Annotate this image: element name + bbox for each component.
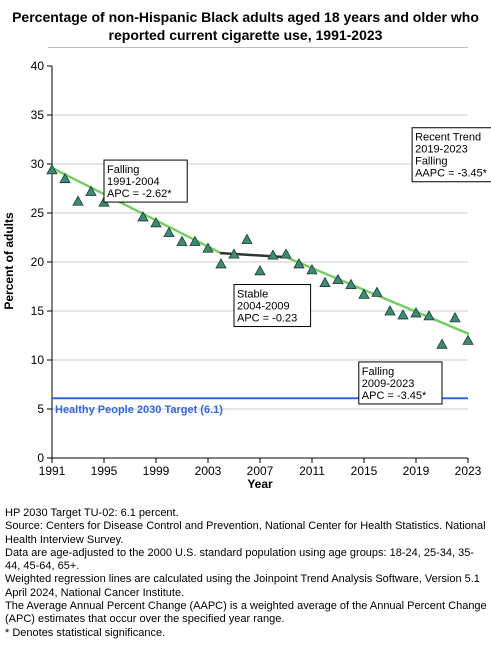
x-tick-label: 2007: [247, 464, 274, 478]
data-point: [436, 338, 448, 349]
x-axis-label: Year: [247, 477, 273, 491]
data-point: [345, 278, 357, 289]
footnote-target: HP 2030 Target TU-02: 6.1 percent.: [5, 507, 179, 519]
y-tick-label: 40: [31, 59, 45, 73]
annotation-line: 2009-2023: [362, 378, 415, 390]
data-point: [358, 288, 370, 299]
footnote-significance: * Denotes statistical significance.: [5, 626, 166, 639]
footnote-age-adjust: Data are age-adjusted to the 2000 U.S. s…: [5, 546, 475, 573]
annotation-line: Falling: [415, 156, 447, 168]
x-tick-label: 1995: [91, 464, 118, 478]
axis-layer: 0 5 10 15 20 25 30 35 40 1991 1995 1999 2003 2007 2011…: [31, 59, 482, 478]
footnote-regression: Weighted regression lines are calculated…: [5, 573, 480, 599]
chart-title: Percentage of non-Hispanic Black adults …: [12, 9, 479, 43]
data-point: [280, 248, 292, 259]
annotation-line: Recent Trend: [415, 132, 481, 144]
data-point: [384, 305, 396, 316]
annotation-frame: [358, 361, 443, 405]
x-tick-label: 2023: [455, 464, 482, 478]
data-point: [150, 216, 162, 228]
data-point: [423, 310, 435, 321]
annotation-line: APC = -0.23: [237, 313, 297, 325]
data-point: [397, 309, 409, 320]
data-point: [59, 172, 71, 184]
data-point: [332, 273, 344, 285]
annotation-line: Falling: [107, 164, 139, 176]
y-tick-label: 25: [31, 206, 45, 220]
target-label: Healthy People 2030 Target (6.1): [55, 404, 223, 416]
data-point: [267, 249, 279, 260]
data-point: [462, 334, 474, 345]
annotation-line: APC = -3.45*: [362, 390, 427, 402]
data-point: [319, 276, 331, 287]
footnote-source: Source: Centers for Disease Control and …: [5, 520, 486, 546]
x-tick-label: 1999: [143, 464, 170, 478]
x-tick-label: 2011: [299, 464, 325, 478]
data-point: [202, 242, 214, 253]
data-point: [371, 286, 383, 297]
annotation-line: 2019-2023: [415, 144, 468, 156]
y-tick-label: 10: [31, 353, 45, 367]
annotation-line: Stable: [237, 289, 268, 301]
data-point: [215, 258, 227, 269]
data-point: [72, 195, 84, 206]
footnotes: HP 2030 Target TU-02: 6.1 percent. Sourc…: [5, 507, 489, 640]
x-tick-label: 1991: [39, 464, 66, 478]
annotation-line: APC = -2.62*: [107, 188, 172, 200]
data-point: [254, 264, 266, 276]
y-tick-label: 15: [31, 304, 45, 318]
trend-segment: [50, 166, 223, 255]
footnote-aapc: The Average Annual Percent Change (AAPC)…: [5, 600, 487, 626]
y-tick-label: 0: [37, 451, 44, 465]
y-tick-label: 20: [31, 255, 45, 269]
x-tick-label: 2015: [351, 464, 378, 478]
data-point: [163, 226, 175, 238]
data-point: [228, 248, 240, 259]
data-point: [306, 264, 318, 275]
title-divider: [48, 47, 468, 48]
annotation-line: 1991-2004: [107, 176, 160, 188]
data-point: [410, 307, 422, 318]
y-tick-label: 5: [37, 402, 44, 416]
y-tick-label: 35: [31, 108, 45, 122]
annotation-frame: [103, 159, 188, 203]
annotation-line: AAPC = -3.45*: [415, 168, 488, 180]
annotation-frame: [411, 127, 491, 183]
data-point: [241, 233, 253, 244]
data-point: [293, 258, 305, 269]
data-point: [176, 235, 188, 246]
y-axis-label: Percent of adults: [2, 212, 16, 310]
data-point: [449, 312, 461, 323]
annotation-line: Falling: [362, 366, 394, 378]
annotation-line: 2004-2009: [237, 301, 290, 313]
annotation-frame: [233, 284, 312, 328]
data-point: [46, 164, 58, 175]
x-tick-label: 2003: [195, 464, 222, 478]
y-tick-label: 30: [31, 157, 45, 171]
chart-svg: 0 5 10 15 20 25 30 35 40 1991 1995 1999 2003 2007 2011…: [2, 59, 491, 491]
x-tick-label: 2019: [403, 464, 430, 478]
data-point: [189, 235, 201, 246]
data-point: [137, 211, 149, 222]
data-point: [85, 185, 97, 196]
